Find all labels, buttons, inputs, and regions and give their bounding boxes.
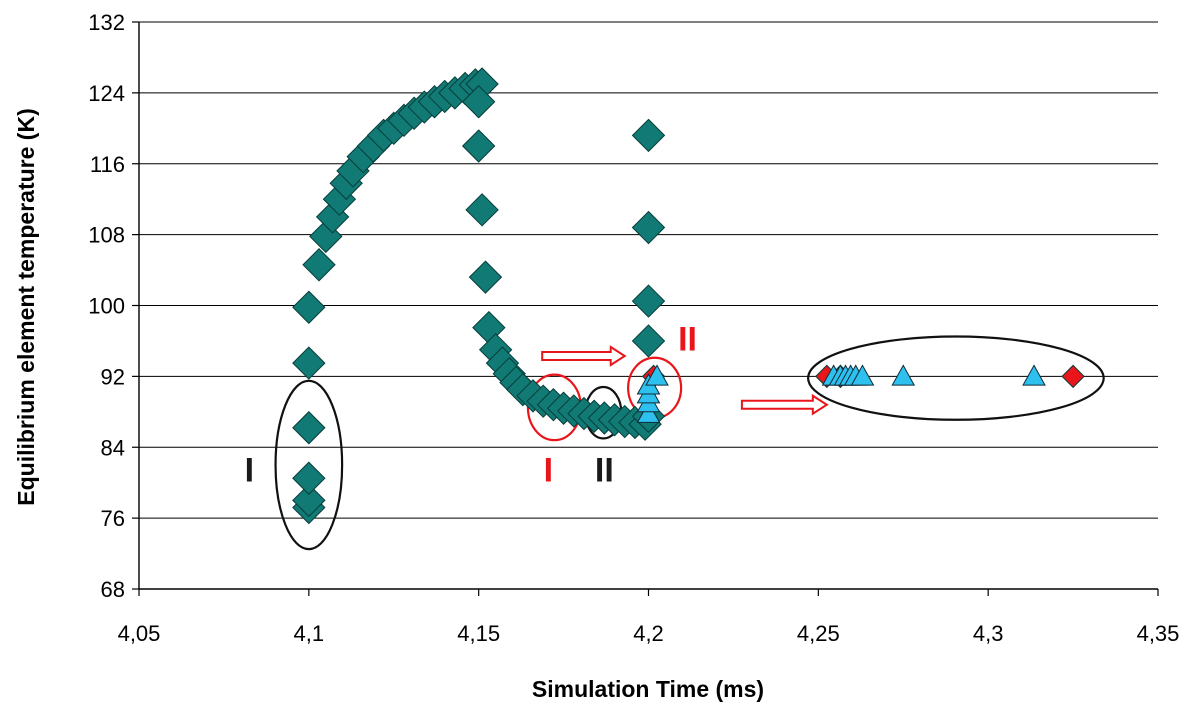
data-point-diamond	[292, 483, 326, 518]
annotation-label: I	[544, 451, 553, 489]
y-tick-label: 84	[101, 435, 125, 460]
data-point-triangle	[636, 401, 661, 423]
x-tick-label: 4,25	[797, 621, 840, 646]
y-tick-label: 68	[101, 577, 125, 602]
y-tick-label: 92	[101, 364, 125, 389]
data-point-diamond	[631, 284, 666, 318]
data-point-triangle	[645, 364, 669, 386]
data-point-diamond	[1061, 364, 1085, 389]
y-axis-tick-labels: 68 76 84 92 100 108 116 124 132	[88, 10, 125, 602]
data-point-diamond	[631, 210, 666, 245]
x-tick-label: 4,2	[633, 621, 664, 646]
y-tick-label: 108	[88, 223, 125, 248]
annotation-arrows	[541, 345, 829, 416]
y-tick-label: 100	[88, 294, 125, 319]
data-point-diamond	[631, 118, 666, 153]
annotation-arrow	[740, 393, 829, 416]
data-point-triangle	[850, 364, 875, 386]
annotation-arrow	[541, 345, 627, 367]
data-point-diamond	[292, 346, 326, 380]
x-tick-label: 4,15	[457, 621, 500, 646]
grid-lines	[139, 21, 1158, 519]
data-points	[292, 67, 1085, 525]
data-point-diamond	[292, 411, 326, 445]
data-point-diamond	[461, 129, 496, 163]
data-point-diamond	[292, 290, 326, 324]
data-point-triangle	[1022, 364, 1046, 386]
highlight-ellipses	[274, 335, 1105, 551]
annotation-label: II	[678, 320, 697, 358]
x-axis-tick-labels: 4,05 4,1 4,15 4,2 4,25 4,3 4,35	[118, 621, 1180, 646]
data-point-diamond	[302, 248, 336, 282]
axes	[132, 21, 1159, 596]
data-point-diamond	[461, 85, 496, 119]
data-point-diamond	[468, 260, 503, 294]
x-tick-label: 4,1	[294, 621, 325, 646]
y-tick-label: 132	[88, 10, 125, 35]
y-tick-label: 124	[88, 81, 125, 106]
x-tick-label: 4,3	[973, 621, 1004, 646]
y-axis-title: Equilibrium element temperature (K)	[13, 108, 39, 505]
annotation-label: I	[245, 451, 254, 489]
y-tick-label: 76	[101, 506, 125, 531]
highlight-ellipse	[274, 379, 344, 551]
data-point-triangle	[891, 364, 916, 386]
x-tick-label: 4,35	[1137, 621, 1180, 646]
highlight-ellipse	[807, 335, 1105, 421]
x-axis-title: Simulation Time (ms)	[532, 676, 764, 702]
y-tick-label: 116	[90, 152, 125, 177]
data-point-diamond	[465, 193, 499, 227]
x-tick-label: 4,05	[118, 621, 161, 646]
data-point-diamond	[292, 461, 326, 495]
annotation-label: II	[595, 451, 614, 489]
data-point-diamond	[631, 324, 666, 358]
